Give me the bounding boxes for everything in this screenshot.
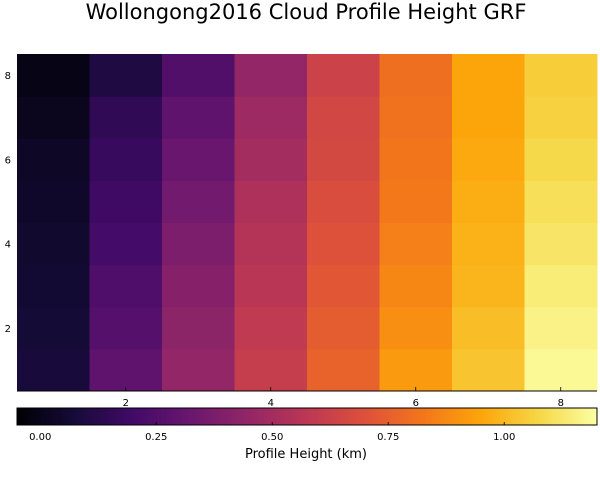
heatmap-cell bbox=[17, 180, 90, 223]
x-tick-label: 6 bbox=[413, 398, 419, 409]
heatmap-cell bbox=[234, 180, 308, 223]
heatmap-cell bbox=[452, 306, 525, 350]
heatmap-cell bbox=[234, 306, 308, 350]
heatmap-cell bbox=[234, 96, 308, 139]
x-axis-ticks: 2 4 6 8 bbox=[123, 387, 564, 409]
heatmap-cell bbox=[379, 264, 453, 308]
heatmap-cell bbox=[162, 180, 235, 223]
y-tick-label: 8 bbox=[5, 71, 11, 82]
colorbar-ticks: 0.00 0.25 0.50 0.75 1.00 bbox=[29, 422, 515, 443]
heatmap-cell bbox=[524, 306, 598, 350]
heatmap-cell bbox=[17, 222, 90, 266]
heatmap-cell bbox=[524, 96, 598, 139]
colorbar-label: Profile Height (km) bbox=[245, 447, 367, 462]
colorbar-tick-label: 1.00 bbox=[493, 432, 515, 443]
heatmap-cell bbox=[89, 138, 163, 181]
heatmap-cell bbox=[162, 222, 235, 266]
colorbar-tick-label: 0.00 bbox=[29, 432, 51, 443]
heatmap-cell bbox=[524, 348, 598, 392]
y-tick-label: 6 bbox=[5, 155, 11, 166]
heatmap-cell bbox=[379, 222, 453, 266]
colorbar-tick-label: 0.50 bbox=[261, 432, 283, 443]
heatmap-cell bbox=[162, 264, 235, 308]
heatmap-cell bbox=[89, 306, 163, 350]
heatmap-cell bbox=[17, 96, 90, 139]
heatmap-cell bbox=[307, 180, 380, 223]
heatmap-cell bbox=[307, 96, 380, 139]
heatmap-cell bbox=[452, 348, 525, 392]
heatmap-cell bbox=[17, 306, 90, 350]
heatmap-cell bbox=[234, 264, 308, 308]
heatmap-cell bbox=[162, 138, 235, 181]
heatmap-cell bbox=[162, 54, 235, 97]
heatmap-cell bbox=[379, 54, 453, 97]
heatmap-cell bbox=[452, 222, 525, 266]
colorbar-tick-label: 0.75 bbox=[377, 432, 399, 443]
heatmap-cell bbox=[452, 138, 525, 181]
y-tick-label: 2 bbox=[5, 324, 11, 335]
heatmap-cell bbox=[17, 348, 90, 392]
heatmap-cell bbox=[162, 348, 235, 392]
colorbar-tick-label: 0.25 bbox=[145, 432, 167, 443]
x-tick-label: 2 bbox=[123, 398, 129, 409]
y-axis-ticks: 2 4 6 8 bbox=[5, 71, 11, 335]
heatmap-cell bbox=[17, 138, 90, 181]
heatmap-cell bbox=[89, 222, 163, 266]
heatmap-cell bbox=[89, 264, 163, 308]
heatmap-cell bbox=[89, 348, 163, 392]
heatmap-cell bbox=[307, 264, 380, 308]
x-tick-label: 4 bbox=[268, 398, 274, 409]
heatmap-cell bbox=[234, 54, 308, 97]
heatmap-cell bbox=[234, 138, 308, 181]
colorbar bbox=[16, 407, 598, 426]
heatmap-cell bbox=[234, 222, 308, 266]
heatmap-cell bbox=[524, 180, 598, 223]
heatmap-cell bbox=[162, 306, 235, 350]
heatmap-cell bbox=[524, 138, 598, 181]
heatmap-cell bbox=[379, 306, 453, 350]
heatmap-cell bbox=[452, 180, 525, 223]
heatmap-cell bbox=[307, 348, 380, 392]
heatmap-cell bbox=[307, 54, 380, 97]
colorbar-gradient bbox=[16, 407, 598, 426]
heatmap-cell bbox=[162, 96, 235, 139]
heatmap-cell bbox=[307, 306, 380, 350]
chart-title: Wollongong2016 Cloud Profile Height GRF bbox=[86, 0, 527, 24]
x-tick-label: 8 bbox=[558, 398, 564, 409]
heatmap-cell bbox=[89, 180, 163, 223]
heatmap-cell bbox=[89, 96, 163, 139]
heatmap-cell bbox=[452, 264, 525, 308]
heatmap-cells bbox=[17, 54, 598, 392]
y-tick-label: 4 bbox=[5, 240, 11, 251]
heatmap-cell bbox=[307, 138, 380, 181]
heatmap-cell bbox=[524, 264, 598, 308]
heatmap-cell bbox=[452, 54, 525, 97]
heatmap-cell bbox=[379, 138, 453, 181]
heatmap-cell bbox=[89, 54, 163, 97]
heatmap-cell bbox=[524, 54, 598, 97]
heatmap-cell bbox=[234, 348, 308, 392]
heatmap-cell bbox=[524, 222, 598, 266]
heatmap-cell bbox=[17, 54, 90, 97]
heatmap-cell bbox=[379, 96, 453, 139]
heatmap-cell bbox=[379, 180, 453, 223]
heatmap-cell bbox=[379, 348, 453, 392]
heatmap-cell bbox=[17, 264, 90, 308]
heatmap-cell bbox=[307, 222, 380, 266]
heatmap-cell bbox=[452, 96, 525, 139]
